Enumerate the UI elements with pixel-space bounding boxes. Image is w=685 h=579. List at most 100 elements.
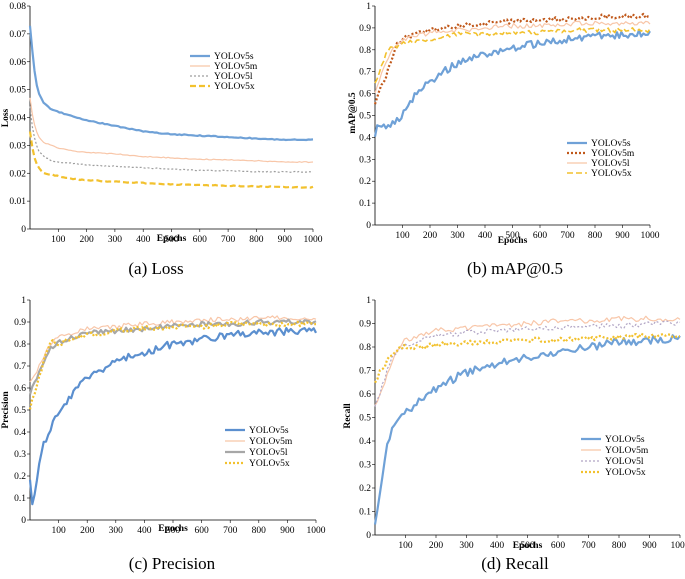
legend-label: YOLOv5x (214, 82, 255, 92)
x-tick-label: 100 (51, 526, 66, 536)
y-tick-label: 0 (366, 221, 371, 231)
y-tick-label: 0.6 (14, 384, 26, 394)
x-tick-label: 600 (193, 235, 208, 245)
y-tick-label: 0.4 (359, 133, 371, 143)
y-tick-label: 0.5 (359, 414, 371, 424)
x-tick-label: 900 (280, 526, 295, 536)
x-tick-label: 900 (615, 231, 630, 241)
y-tick-label: 0.3 (14, 450, 26, 460)
panel-caption: (a) Loss (128, 259, 183, 278)
series-line-yolov5x (28, 320, 317, 410)
x-tick-label: 700 (581, 541, 596, 551)
x-tick-label: 200 (423, 231, 438, 241)
y-tick-label: 0.1 (359, 199, 371, 209)
y-tick-label: 0.9 (359, 320, 371, 330)
x-tick-label: 600 (533, 231, 548, 241)
panel-caption: (b) mAP@0.5 (467, 259, 563, 278)
y-tick-label: 0 (21, 225, 26, 235)
y-tick-label: 0.8 (359, 343, 371, 353)
x-axis-title: Epochs (513, 541, 543, 551)
y-tick-label: 0.05 (9, 86, 26, 96)
legend-label: YOLOv5s (214, 52, 254, 62)
x-tick-label: 400 (137, 526, 152, 536)
y-tick-label: 0.08 (9, 2, 26, 12)
x-tick-label: 1000 (307, 526, 326, 536)
legend-label: YOLOv5x (249, 459, 290, 469)
x-tick-label: 800 (612, 541, 627, 551)
x-tick-label: 800 (252, 526, 267, 536)
panel-caption: (d) Recall (481, 554, 549, 573)
series-line-yolov5s (373, 29, 651, 137)
legend-label: YOLOv5s (249, 426, 289, 436)
y-tick-label: 0.2 (359, 177, 371, 187)
y-tick-label: 0.9 (14, 318, 26, 328)
legend-label: YOLOv5m (249, 437, 293, 447)
x-tick-label: 600 (194, 526, 209, 536)
series-line-yolov5x (374, 332, 680, 384)
y-tick-label: 0.6 (359, 390, 371, 400)
y-tick-label: 1 (21, 296, 26, 306)
chart-panel-4: 0 0.1 0.2 0.3 0.4 0.5 0.6 0.7 0.8 0.9 1 100 200 300 40… (343, 296, 685, 573)
y-tick-label: 0.2 (14, 472, 26, 482)
series-line-yolov5m (29, 97, 314, 164)
legend-label: YOLOv5m (605, 446, 649, 456)
x-tick-label: 400 (478, 231, 493, 241)
y-tick-label: 0.8 (14, 340, 26, 350)
legend-label: YOLOv5l (591, 159, 630, 169)
x-tick-label: 600 (551, 541, 566, 551)
series-line-yolov5s (28, 25, 314, 142)
x-tick-label: 500 (164, 235, 179, 245)
y-tick-label: 0.7 (14, 362, 26, 372)
chart-panel-3: 0 0.1 0.2 0.3 0.4 0.5 0.6 0.7 0.8 0.9 1 100 200 300 40… (1, 296, 326, 573)
x-axis-title: Epochs (157, 234, 187, 244)
x-tick-label: 1000 (671, 541, 685, 551)
series-line-yolov5x (28, 131, 314, 189)
y-tick-label: 0.5 (14, 406, 26, 416)
y-tick-label: 0 (366, 531, 371, 541)
y-tick-label: 0.03 (9, 141, 26, 151)
y-tick-label: 0.4 (359, 437, 371, 447)
x-tick-label: 200 (80, 526, 95, 536)
chart-panel-1: 0 0.01 0.02 0.03 0.04 0.05 0.06 0.07 0.08 100 200 3… (1, 2, 323, 278)
legend-label: YOLOv5s (591, 139, 631, 149)
y-tick-label: 0.4 (14, 428, 26, 438)
y-tick-label: 0.1 (359, 508, 371, 518)
y-tick-label: 0 (21, 516, 26, 526)
y-tick-label: 0.07 (9, 30, 26, 40)
x-tick-label: 400 (490, 541, 505, 551)
y-tick-label: 0.3 (359, 155, 371, 165)
y-axis-title: mAP@0.5 (348, 92, 358, 134)
x-tick-label: 100 (51, 235, 66, 245)
legend-label: YOLOv5l (214, 72, 253, 82)
series-line-yolov5m (29, 315, 317, 383)
x-tick-label: 300 (109, 526, 124, 536)
x-tick-label: 1000 (304, 235, 323, 245)
y-tick-label: 0.5 (359, 112, 371, 122)
y-axis-title: Recall (343, 403, 353, 429)
y-tick-label: 0.6 (359, 90, 371, 100)
y-axis-title: Loss (1, 108, 11, 127)
y-tick-label: 0.2 (359, 484, 371, 494)
x-tick-label: 800 (588, 231, 603, 241)
y-tick-label: 1 (366, 296, 371, 306)
x-tick-label: 1000 (641, 231, 660, 241)
legend-label: YOLOv5s (605, 435, 645, 445)
x-tick-label: 700 (560, 231, 575, 241)
legend-label: YOLOv5x (591, 169, 632, 179)
y-tick-label: 0.3 (359, 461, 371, 471)
y-tick-label: 0.8 (359, 46, 371, 56)
chart-panel-2: 0 0.1 0.2 0.3 0.4 0.5 0.6 0.7 0.8 0.9 1 100 200 300 40… (348, 2, 660, 278)
x-tick-label: 800 (249, 235, 264, 245)
x-tick-label: 500 (166, 526, 181, 536)
x-tick-label: 200 (429, 541, 444, 551)
series-line-yolov5l (29, 106, 313, 173)
x-tick-label: 700 (223, 526, 238, 536)
legend-label: YOLOv5l (249, 448, 288, 458)
x-tick-label: 300 (450, 231, 465, 241)
y-tick-label: 0.01 (9, 197, 26, 207)
series-line-yolov5l (374, 320, 681, 407)
x-tick-label: 500 (520, 541, 535, 551)
series-line-yolov5l (374, 20, 651, 94)
series-line-yolov5m (373, 12, 651, 105)
